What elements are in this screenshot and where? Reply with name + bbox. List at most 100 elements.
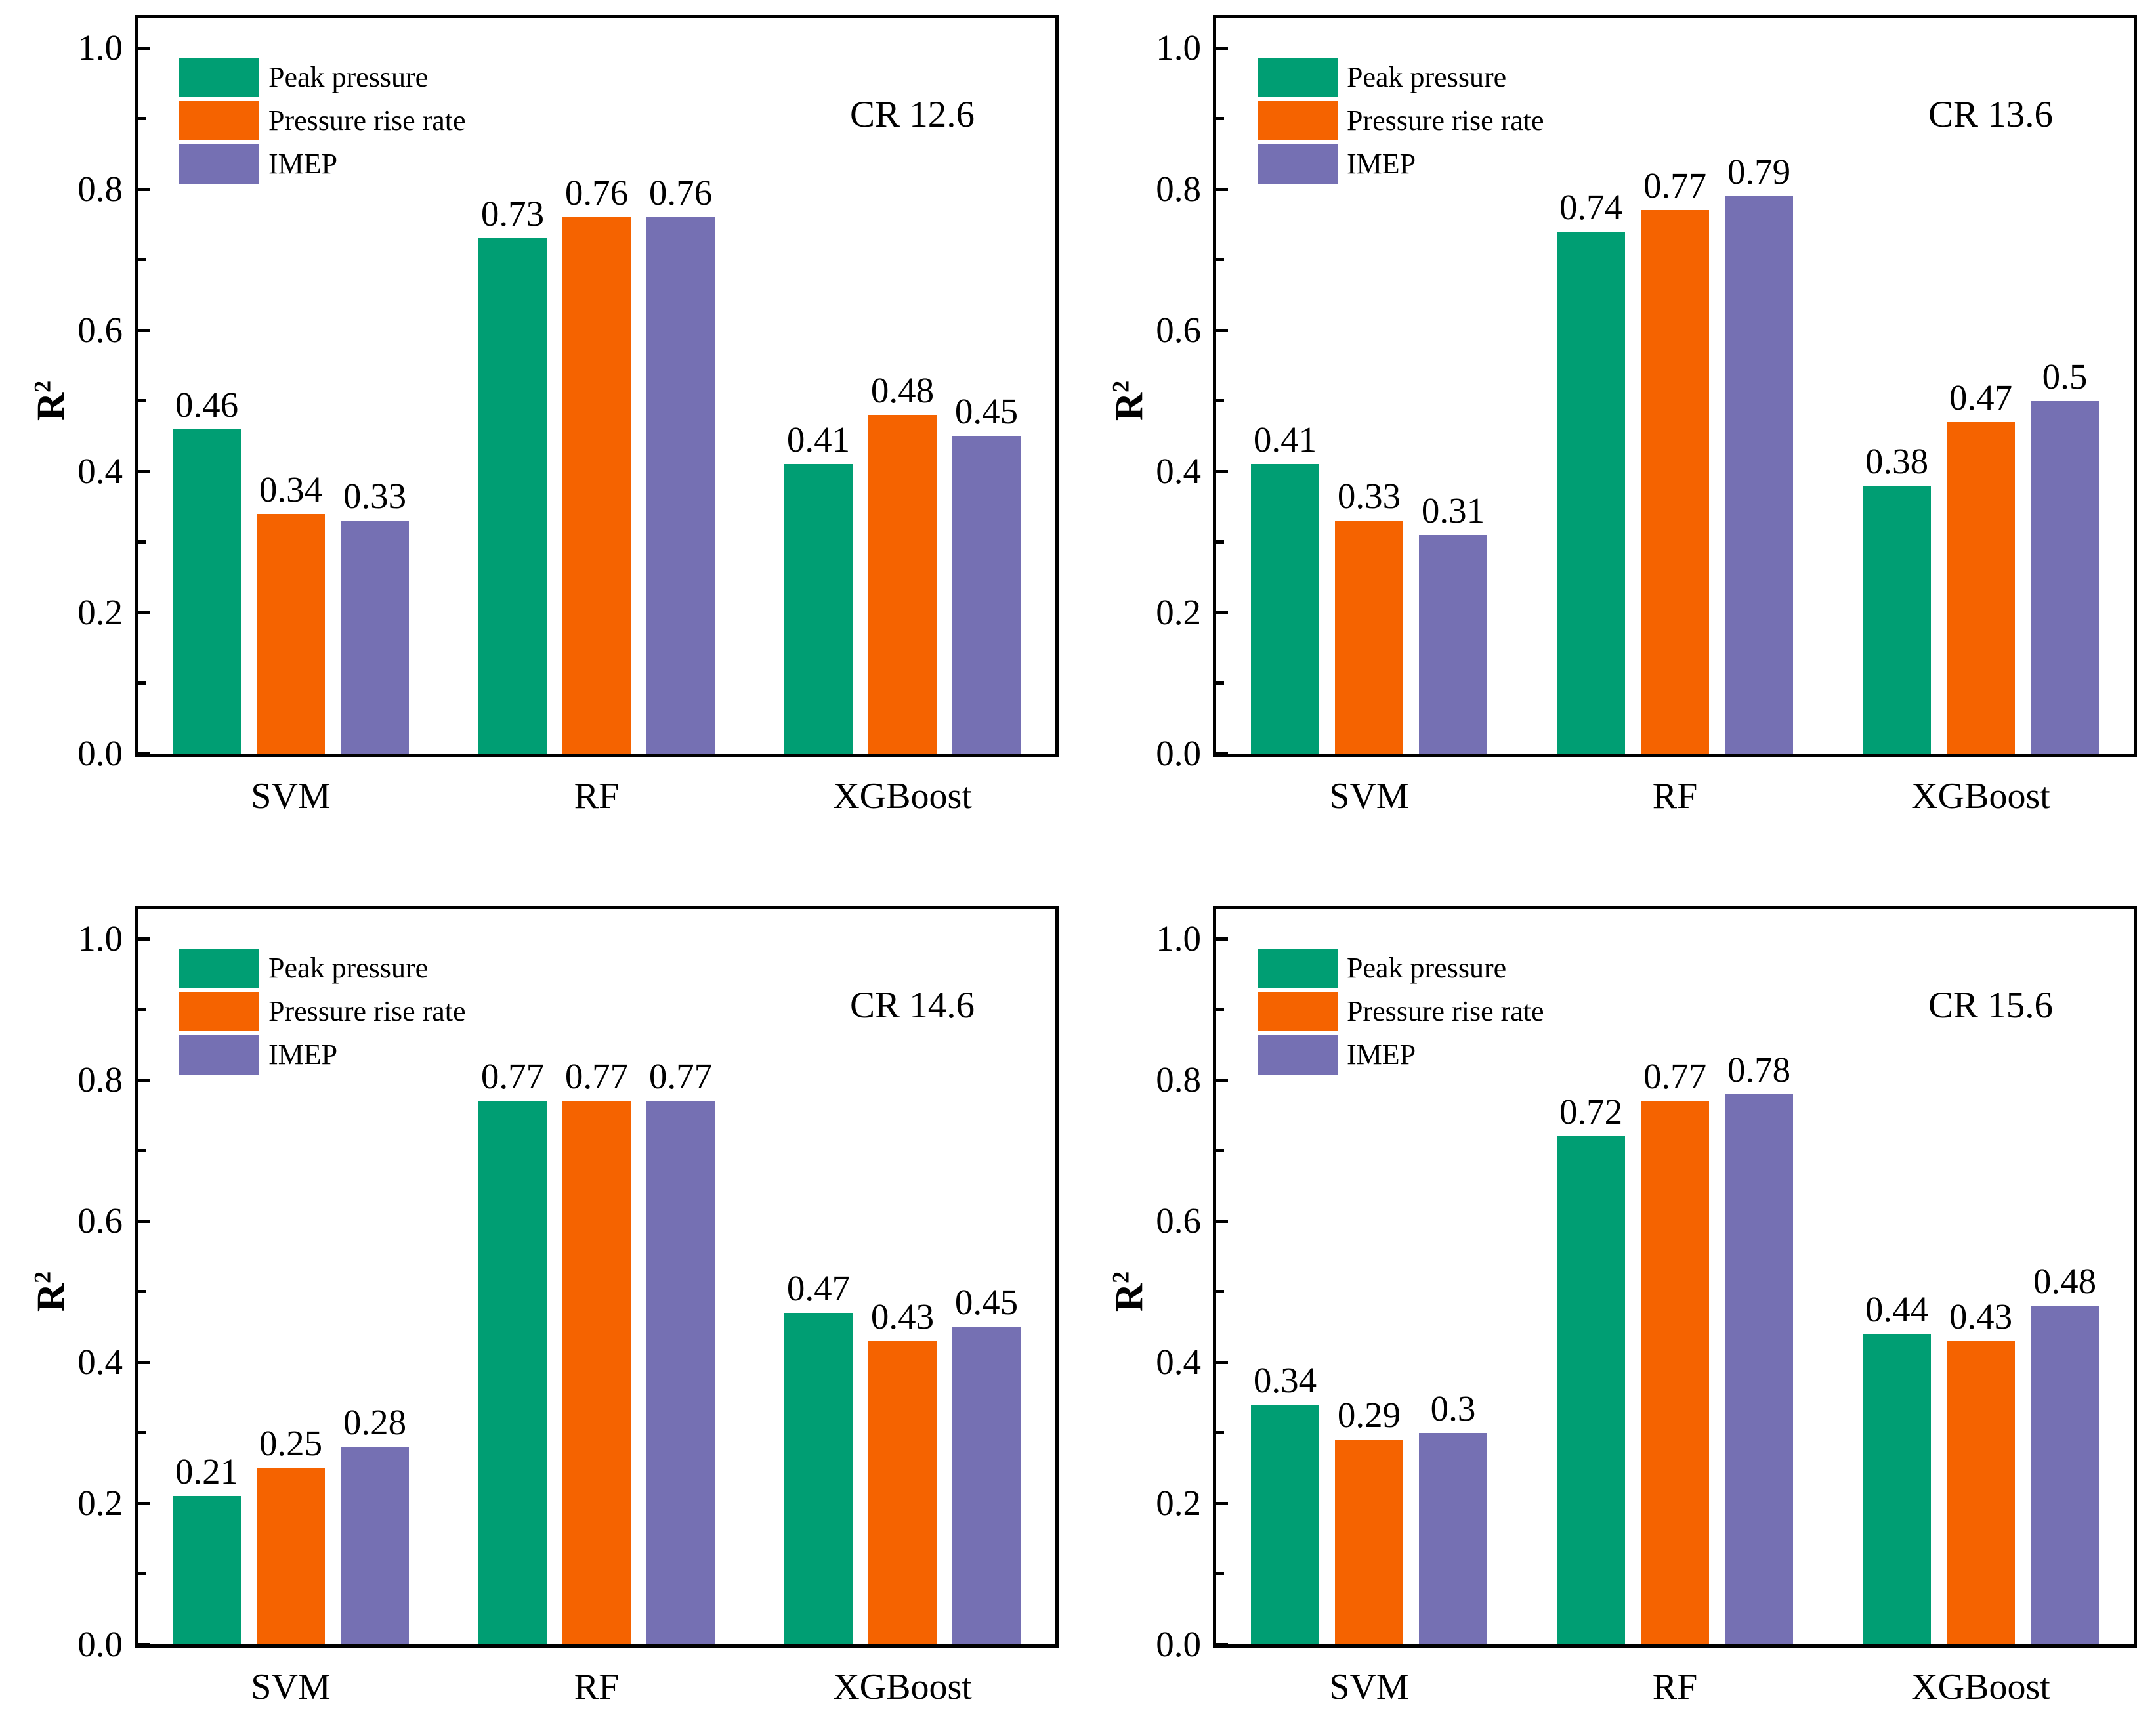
bar-svm-series-2	[1335, 521, 1403, 754]
bar-value-label: 0.25	[259, 1423, 323, 1464]
bar-value-label: 0.77	[1643, 165, 1707, 206]
legend-swatch	[179, 58, 259, 97]
legend-label: IMEP	[1347, 1038, 1416, 1071]
y-axis-label: R2	[29, 1245, 74, 1337]
bar-value-label: 0.43	[1949, 1296, 2013, 1336]
y-axis-tick-label: 0.0	[77, 1624, 123, 1664]
y-axis-minor-tick	[138, 681, 146, 685]
y-axis-minor-tick	[138, 399, 146, 402]
legend-label: IMEP	[1347, 148, 1416, 180]
y-axis-label-text: R	[29, 392, 73, 421]
x-axis-category-label: XGBoost	[833, 1667, 972, 1707]
legend-swatch	[1258, 949, 1338, 988]
bar-value-label: 0.45	[954, 391, 1019, 432]
bar-xgboost-series-3	[2031, 1306, 2099, 1644]
legend-label: Peak pressure	[268, 61, 429, 93]
y-axis-tick-label: 0.4	[1156, 451, 1201, 491]
bar-value-label: 0.31	[1421, 490, 1485, 530]
y-axis-tick-label: 0.4	[77, 1342, 123, 1382]
bar-xgboost-series-2	[1947, 421, 2015, 754]
bar-value-label: 0.79	[1727, 151, 1791, 192]
x-axis-category-label: SVM	[251, 1667, 331, 1707]
bar-rf-series-3	[1725, 1094, 1793, 1644]
y-axis-minor-tick	[138, 1149, 146, 1152]
y-axis-major-tick	[138, 1501, 150, 1505]
bar-value-label: 0.73	[480, 194, 545, 234]
y-axis-major-tick	[138, 1642, 150, 1646]
bar-rf-series-3	[1725, 196, 1793, 754]
y-axis-tick-label: 1.0	[77, 28, 123, 68]
legend-label: Peak pressure	[1347, 61, 1507, 93]
legend-label: Pressure rise rate	[268, 104, 466, 137]
bar-svm-series-3	[341, 1447, 409, 1644]
y-axis-major-tick	[138, 187, 150, 191]
y-axis-label-text: R	[1107, 1283, 1151, 1312]
bar-value-label: 0.46	[175, 384, 239, 425]
y-axis-major-tick	[1216, 187, 1228, 191]
bar-value-label: 0.76	[648, 173, 713, 213]
x-axis-category-label: XGBoost	[1911, 776, 2050, 817]
bar-xgboost-series-1	[784, 464, 853, 754]
y-axis-tick-label: 0.8	[1156, 1059, 1201, 1100]
y-axis-major-tick	[138, 46, 150, 50]
y-axis-minor-tick	[1216, 258, 1224, 261]
panel-title: CR 15.6	[1928, 985, 2054, 1026]
y-axis-major-tick	[1216, 1642, 1228, 1646]
x-axis-category-label: RF	[1652, 776, 1698, 817]
bar-value-label: 0.77	[564, 1056, 629, 1097]
y-axis-major-tick	[138, 328, 150, 332]
bar-xgboost-series-1	[1863, 1334, 1931, 1644]
plot-area: CR 14.6 Peak pressure Pressure rise rate IM…	[135, 906, 1059, 1648]
y-axis-minor-tick	[1216, 1572, 1224, 1575]
bar-xgboost-series-3	[952, 1327, 1021, 1644]
bar-value-label: 0.48	[870, 370, 935, 410]
y-axis-tick-label: 0.4	[1156, 1342, 1201, 1382]
bar-svm-series-1	[173, 1496, 241, 1644]
bar-value-label: 0.34	[1253, 1359, 1317, 1400]
bar-svm-series-3	[341, 521, 409, 754]
y-axis-tick-label: 0.2	[1156, 1483, 1201, 1523]
bar-rf-series-3	[646, 217, 715, 754]
legend-swatch	[1258, 1035, 1338, 1075]
bar-rf-series-2	[562, 217, 631, 754]
bar-value-label: 0.77	[480, 1056, 545, 1097]
bar-value-label: 0.43	[870, 1296, 935, 1336]
plot-area: CR 12.6 Peak pressure Pressure rise rate IM…	[135, 15, 1059, 757]
y-axis-major-tick	[1216, 46, 1228, 50]
legend-swatch	[1258, 58, 1338, 97]
panel-cr-14-6: CR 14.6 Peak pressure Pressure rise rate IM…	[0, 855, 1078, 1709]
legend-swatch	[1258, 101, 1338, 140]
y-axis-major-tick	[138, 1078, 150, 1082]
y-axis-minor-tick	[1216, 1290, 1224, 1293]
y-axis-major-tick	[138, 610, 150, 614]
y-axis-major-tick	[1216, 469, 1228, 473]
bar-svm-series-1	[1251, 1404, 1319, 1644]
bar-xgboost-series-2	[1947, 1340, 2015, 1644]
bar-value-label: 0.44	[1865, 1289, 1929, 1329]
y-axis-minor-tick	[138, 1008, 146, 1011]
y-axis-label: R2	[29, 354, 74, 446]
y-axis-label-superscript: 2	[1107, 380, 1134, 393]
y-axis-minor-tick	[1216, 1008, 1224, 1011]
bar-value-label: 0.45	[954, 1282, 1019, 1323]
bar-svm-series-3	[1419, 1432, 1487, 1644]
panel-cr-12-6: CR 12.6 Peak pressure Pressure rise rate IM…	[0, 0, 1078, 855]
panel-cr-13-6: CR 13.6 Peak pressure Pressure rise rate IM…	[1078, 0, 2156, 855]
y-axis-minor-tick	[1216, 540, 1224, 544]
y-axis-minor-tick	[138, 540, 146, 544]
x-axis-category-label: SVM	[1329, 776, 1409, 817]
y-axis-major-tick	[1216, 1219, 1228, 1223]
legend-label: IMEP	[268, 1038, 338, 1071]
y-axis-major-tick	[138, 1360, 150, 1364]
bar-xgboost-series-2	[868, 1340, 937, 1644]
bar-xgboost-series-1	[1863, 485, 1931, 754]
legend-label: Pressure rise rate	[1347, 104, 1544, 137]
y-axis-major-tick	[1216, 610, 1228, 614]
legend-label: IMEP	[268, 148, 338, 180]
y-axis-major-tick	[1216, 328, 1228, 332]
bar-value-label: 0.5	[2042, 356, 2088, 396]
bar-svm-series-2	[1335, 1440, 1403, 1644]
bar-value-label: 0.77	[1643, 1056, 1707, 1097]
y-axis-tick-label: 1.0	[1156, 918, 1201, 958]
y-axis-tick-label: 0.2	[77, 592, 123, 632]
